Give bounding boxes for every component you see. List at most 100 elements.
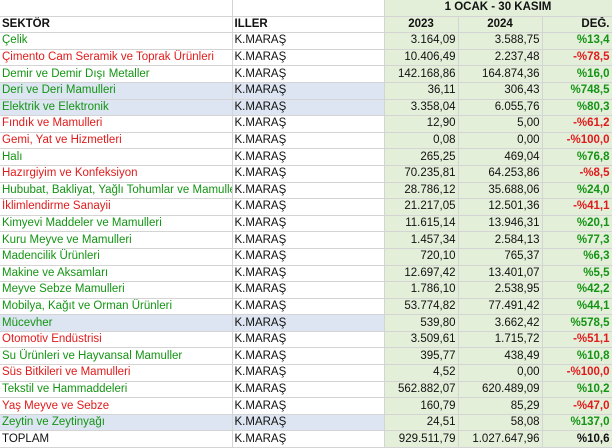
sector-cell: Makine ve Aksamları [0,265,233,283]
value-2023-cell: 1.457,34 [384,231,459,249]
value-2024-cell: 0,00 [458,132,543,150]
sector-cell: Demir ve Demir Dışı Metaller [0,65,233,83]
value-2023-cell: 36,11 [384,82,459,100]
value-2024-cell: 438,49 [458,347,543,366]
change-cell: -%100,0 [542,132,612,150]
province-cell: K.MARAŞ [232,165,385,183]
province-cell: K.MARAŞ [232,115,385,133]
province-cell: K.MARAŞ [232,364,385,382]
value-2024-cell: 469,04 [458,148,543,166]
sector-cell: Mücevher [0,314,233,332]
value-2023-cell: 3.358,04 [384,99,459,117]
table-row: Gemi, Yat ve Hizmetleri K.MARAŞ 0,08 0,00 -%… [0,132,612,150]
table-row: Deri ve Deri Mamulleri K.MARAŞ 36,11 306,43… [0,82,612,100]
total-2024-cell: 1.027.647,96 [458,430,543,448]
change-cell: %578,5 [542,314,612,332]
value-2024-cell: 5,00 [458,115,543,133]
value-2024-cell: 306,43 [458,82,543,100]
value-2023-cell: 3.164,09 [384,32,459,50]
change-cell: %6,3 [542,248,612,266]
change-cell: %137,0 [542,414,612,432]
province-cell: K.MARAŞ [232,65,385,83]
change-cell: -%100,0 [542,364,612,382]
value-2023-cell: 395,77 [384,347,459,366]
change-cell: %10,2 [542,381,612,399]
total-change-cell: %10,6 [542,430,612,448]
province-cell: K.MARAŞ [232,397,385,415]
table-row: Makine ve Aksamları K.MARAŞ 12.697,42 13.40… [0,265,612,283]
change-cell: -%61,2 [542,115,612,133]
table-row: Fındık ve Mamulleri K.MARAŞ 12,90 5,00 -%61,… [0,115,612,133]
sector-cell: Kimyevi Maddeler ve Mamulleri [0,215,233,233]
change-cell: %748,5 [542,82,612,100]
province-cell: K.MARAŞ [232,82,385,100]
empty-cell [232,0,385,17]
value-2024-cell: 13.946,31 [458,215,543,233]
change-column-header: DEĞ. [542,16,612,34]
change-cell: %24,0 [542,182,612,200]
value-2024-cell: 1.715,72 [458,331,543,349]
value-2024-cell: 620.489,09 [458,381,543,399]
sector-cell: Çelik [0,32,233,50]
province-cell: K.MARAŞ [232,148,385,166]
year-2024-column-header: 2024 [458,16,543,34]
table-row: Mobilya, Kağıt ve Orman Ürünleri K.MARAŞ 5… [0,298,612,316]
province-cell: K.MARAŞ [232,381,385,399]
province-cell: K.MARAŞ [232,231,385,249]
table-row: Hazırgiyim ve Konfeksiyon K.MARAŞ 70.235,8… [0,165,612,183]
value-2023-cell: 11.615,14 [384,215,459,233]
value-2023-cell: 562.882,07 [384,381,459,399]
table-row: Zeytin ve Zeytinyağı K.MARAŞ 24,51 58,08 %13… [0,414,612,432]
value-2023-cell: 3.509,61 [384,331,459,349]
total-2023-cell: 929.511,79 [384,430,459,448]
table-row: Demir ve Demir Dışı Metaller K.MARAŞ 142.1… [0,65,612,83]
province-cell: K.MARAŞ [232,182,385,200]
sector-cell: Zeytin ve Zeytinyağı [0,414,233,432]
province-cell: K.MARAŞ [232,198,385,216]
value-2024-cell: 64.253,86 [458,165,543,183]
province-cell: K.MARAŞ [232,99,385,117]
value-2023-cell: 265,25 [384,148,459,166]
sector-cell: Yaş Meyve ve Sebze [0,397,233,415]
sector-cell: Fındık ve Mamulleri [0,115,233,133]
province-cell: K.MARAŞ [232,248,385,266]
table-row: Kimyevi Maddeler ve Mamulleri K.MARAŞ 11.6… [0,215,612,233]
value-2024-cell: 12.501,36 [458,198,543,216]
province-cell: K.MARAŞ [232,430,385,448]
total-label: TOPLAM [0,430,233,448]
total-row: TOPLAM K.MARAŞ 929.511,79 1.027.647,96 %10,6 [0,430,612,448]
table-row: Halı K.MARAŞ 265,25 469,04 %76,8 [0,148,612,166]
value-2024-cell: 77.491,42 [458,298,543,316]
change-cell: %13,4 [542,32,612,50]
value-2023-cell: 70.235,81 [384,165,459,183]
sector-column-header: SEKTÖR [0,16,233,34]
province-cell: K.MARAŞ [232,215,385,233]
sector-cell: İklimlendirme Sanayii [0,198,233,216]
change-cell: %77,3 [542,231,612,249]
value-2024-cell: 3.662,42 [458,314,543,332]
value-2024-cell: 2.237,48 [458,49,543,67]
value-2024-cell: 3.588,75 [458,32,543,50]
header-row-period: 1 OCAK - 30 KASIM [0,0,612,17]
header-row-columns: SEKTÖR ILLER 2023 2024 DEĞ. [0,16,612,34]
value-2023-cell: 160,79 [384,397,459,415]
province-column-header: ILLER [232,16,385,34]
value-2024-cell: 35.688,06 [458,182,543,200]
value-2023-cell: 720,10 [384,248,459,266]
value-2024-cell: 6.055,76 [458,99,543,117]
sector-cell: Süs Bitkileri ve Mamulleri [0,364,233,382]
change-cell: %10,8 [542,347,612,366]
change-cell: -%78,5 [542,49,612,67]
value-2023-cell: 539,80 [384,314,459,332]
value-2023-cell: 24,51 [384,414,459,432]
sector-cell: Deri ve Deri Mamulleri [0,82,233,100]
table-row: Madencilik Ürünleri K.MARAŞ 720,10 765,37 %6… [0,248,612,266]
change-cell: %80,3 [542,99,612,117]
empty-cell [0,0,233,17]
province-cell: K.MARAŞ [232,265,385,283]
sector-cell: Mobilya, Kağıt ve Orman Ürünleri [0,298,233,316]
province-cell: K.MARAŞ [232,132,385,150]
sector-cell: Gemi, Yat ve Hizmetleri [0,132,233,150]
sector-cell: Meyve Sebze Mamulleri [0,281,233,299]
